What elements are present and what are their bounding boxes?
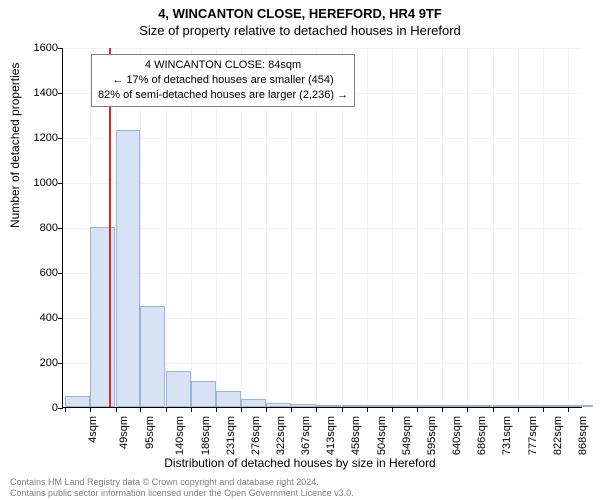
footer-line-1: Contains HM Land Registry data © Crown c… xyxy=(10,477,354,487)
y-tick-label: 400 xyxy=(18,312,58,324)
y-tick-label: 1200 xyxy=(18,132,58,144)
x-tick-label: 231sqm xyxy=(225,416,237,455)
x-tick-mark xyxy=(116,407,117,412)
x-tick-label: 868sqm xyxy=(577,416,589,455)
x-tick-label: 49sqm xyxy=(118,416,130,449)
x-tick-mark xyxy=(216,407,217,412)
x-tick-label: 140sqm xyxy=(175,416,187,455)
x-tick-label: 413sqm xyxy=(326,416,338,455)
x-tick-label: 276sqm xyxy=(250,416,262,455)
x-tick-mark xyxy=(518,407,519,412)
y-tick-label: 600 xyxy=(18,267,58,279)
x-tick-mark xyxy=(568,407,569,412)
x-tick-label: 549sqm xyxy=(401,416,413,455)
x-tick-mark xyxy=(140,407,141,412)
x-tick-mark xyxy=(191,407,192,412)
footer-line-2: Contains public sector information licen… xyxy=(10,488,354,498)
x-tick-mark xyxy=(417,407,418,412)
page-subtitle: Size of property relative to detached ho… xyxy=(0,23,600,38)
x-tick-mark xyxy=(65,407,66,412)
y-tick-label: 1600 xyxy=(18,42,58,54)
y-tick-label: 200 xyxy=(18,357,58,369)
chart-plot-area: 4 WINCANTON CLOSE: 84sqm ← 17% of detach… xyxy=(62,48,582,408)
x-tick-label: 4sqm xyxy=(87,416,99,443)
x-tick-mark xyxy=(342,407,343,412)
x-tick-mark xyxy=(291,407,292,412)
x-tick-mark xyxy=(442,407,443,412)
legend-line-3: 82% of semi-detached houses are larger (… xyxy=(98,88,348,103)
legend-line-1: 4 WINCANTON CLOSE: 84sqm xyxy=(98,58,348,73)
x-tick-mark xyxy=(316,407,317,412)
x-axis-label: Distribution of detached houses by size … xyxy=(0,456,600,470)
y-tick-label: 0 xyxy=(18,402,58,414)
legend-box: 4 WINCANTON CLOSE: 84sqm ← 17% of detach… xyxy=(91,54,355,107)
x-tick-mark xyxy=(392,407,393,412)
x-tick-label: 504sqm xyxy=(376,416,388,455)
x-tick-label: 367sqm xyxy=(300,416,312,455)
y-tick-mark xyxy=(58,408,63,409)
page-title: 4, WINCANTON CLOSE, HEREFORD, HR4 9TF xyxy=(0,6,600,21)
x-tick-mark xyxy=(543,407,544,412)
x-tick-label: 777sqm xyxy=(527,416,539,455)
x-tick-mark xyxy=(266,407,267,412)
x-tick-label: 322sqm xyxy=(275,416,287,455)
x-tick-mark xyxy=(467,407,468,412)
x-tick-mark xyxy=(166,407,167,412)
legend-line-2: ← 17% of detached houses are smaller (45… xyxy=(98,73,348,88)
y-tick-label: 800 xyxy=(18,222,58,234)
x-tick-label: 640sqm xyxy=(451,416,463,455)
y-tick-label: 1400 xyxy=(18,87,58,99)
y-tick-label: 1000 xyxy=(18,177,58,189)
x-tick-label: 595sqm xyxy=(426,416,438,455)
x-tick-mark xyxy=(90,407,91,412)
footer-attribution: Contains HM Land Registry data © Crown c… xyxy=(10,477,354,498)
x-tick-label: 186sqm xyxy=(200,416,212,455)
x-tick-label: 458sqm xyxy=(351,416,363,455)
x-tick-mark xyxy=(493,407,494,412)
x-tick-label: 95sqm xyxy=(144,416,156,449)
x-tick-mark xyxy=(241,407,242,412)
x-tick-mark xyxy=(367,407,368,412)
x-tick-label: 731sqm xyxy=(502,416,514,455)
x-tick-label: 686sqm xyxy=(477,416,489,455)
x-tick-label: 822sqm xyxy=(552,416,564,455)
